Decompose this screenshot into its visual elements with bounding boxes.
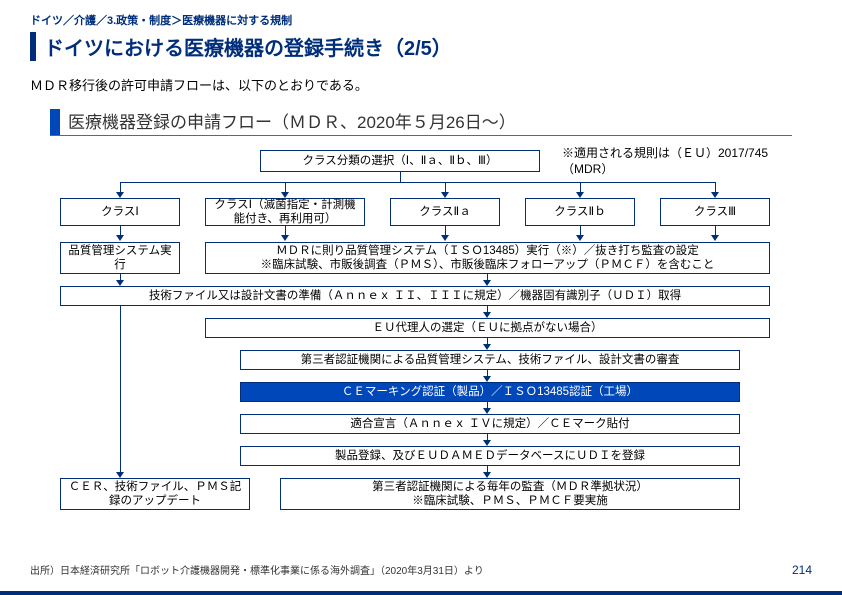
flowchart: ※適用される規則は（ＥＵ）2017/745（MDR） クラス分類の選択（Ⅰ、Ⅱａ… — [50, 146, 792, 526]
arrow-icon — [281, 235, 289, 241]
box-class-select: クラス分類の選択（Ⅰ、Ⅱａ、Ⅱｂ、Ⅲ） — [260, 150, 540, 172]
box-tech-file: 技術ファイル又は設計文書の準備（Ａｎｎｅｘ ＩＩ、ＩＩＩに規定）／機器固有識別子… — [60, 286, 770, 306]
page-number: 214 — [792, 563, 812, 577]
box-eu-rep: ＥＵ代理人の選定（ＥＵに拠点がない場合） — [205, 318, 770, 338]
connector — [400, 172, 401, 182]
box-class3: クラスⅢ — [660, 198, 770, 226]
connector — [120, 182, 715, 183]
section-bar — [50, 109, 60, 135]
box-class2a: クラスⅡａ — [390, 198, 500, 226]
box-class1-ext: クラスⅠ（滅菌指定・計測機能付き、再利用可） — [205, 198, 365, 226]
box-third-party: 第三者認証機関による品質管理システム、技術ファイル、設計文書の審査 — [240, 350, 740, 370]
section-heading-text: 医療機器登録の申請フロー（ＭＤＲ、2020年５月26日～） — [68, 108, 516, 135]
connector — [120, 306, 121, 472]
arrow-icon — [441, 235, 449, 241]
arrow-icon — [116, 235, 124, 241]
section-heading: 医療機器登録の申請フロー（ＭＤＲ、2020年５月26日～） — [50, 108, 792, 136]
footer-source: 出所）日本経済研究所「ロボット介護機器開発・標準化事業に係る海外調査」（2020… — [30, 562, 484, 577]
box-class2b: クラスⅡｂ — [525, 198, 635, 226]
box-conformity: 適合宣言（Ａｎｎｅｘ ＩＶに規定）／ＣＥマーク貼付 — [240, 414, 740, 434]
box-cer-update: ＣＥＲ、技術ファイル、ＰＭＳ記録のアップデート — [60, 478, 250, 510]
box-ce-marking: ＣＥマーキング認証（製品）／ＩＳＯ13485認証（工場） — [240, 382, 740, 402]
box-qms-exec: 品質管理システム実行 — [60, 242, 180, 274]
page-title: ドイツにおける医療機器の登録手続き（2/5） — [30, 32, 812, 61]
arrow-icon — [711, 235, 719, 241]
box-annual-audit: 第三者認証機関による毎年の監査（ＭＤＲ準拠状況） ※臨床試験、ＰＭＳ、ＰＭＣＦ要… — [280, 478, 740, 510]
intro-text: ＭＤＲ移行後の許可申請フローは、以下のとおりである。 — [30, 75, 812, 94]
box-registration: 製品登録、及びＥＵＤＡＭＥＤデータベースにＵＤＩを登録 — [240, 446, 740, 466]
box-mdr-qms: ＭＤＲに則り品質管理システム（ＩＳＯ13485）実行（※）／抜き打ち監査の設定 … — [205, 242, 770, 274]
regulation-note: ※適用される規則は（ＥＵ）2017/745（MDR） — [562, 146, 792, 177]
arrow-icon — [576, 235, 584, 241]
box-class1: クラスⅠ — [60, 198, 180, 226]
breadcrumb: ドイツ／介護／3.政策・制度＞医療機器に対する規制 — [30, 12, 812, 28]
